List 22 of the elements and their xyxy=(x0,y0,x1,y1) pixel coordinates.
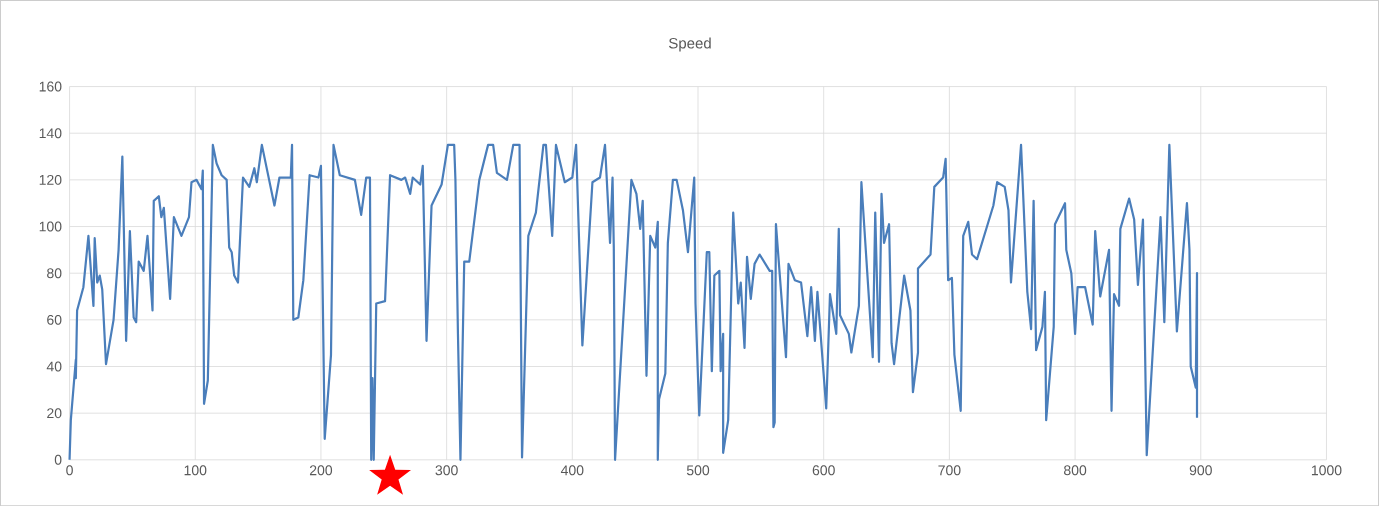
x-tick-label: 1000 xyxy=(1311,465,1342,476)
x-tick-label: 300 xyxy=(435,465,458,476)
x-tick-label: 100 xyxy=(184,465,207,476)
x-tick-label: 800 xyxy=(1064,465,1087,476)
x-tick-label: 200 xyxy=(309,465,333,476)
line-series xyxy=(68,143,1199,461)
y-tick-label: 100 xyxy=(39,221,62,232)
y-tick-label: 120 xyxy=(39,174,62,185)
x-tick-label: 700 xyxy=(938,465,961,476)
y-tick-label: 0 xyxy=(54,454,62,465)
x-tick-label: 600 xyxy=(812,465,835,476)
y-tick-label: 60 xyxy=(47,314,62,325)
x-tick-label: 400 xyxy=(560,465,584,476)
x-tick-label: 0 xyxy=(66,465,73,476)
y-tick-label: 160 xyxy=(39,81,62,92)
x-tick-label: 500 xyxy=(686,465,710,476)
y-tick-label: 80 xyxy=(47,268,62,278)
y-tick-label: 20 xyxy=(47,408,62,418)
y-tick-label: 40 xyxy=(46,361,62,372)
x-tick-label: 900 xyxy=(1189,465,1212,476)
y-tick-label: 140 xyxy=(39,128,62,139)
chart-title: Speed xyxy=(668,37,711,52)
